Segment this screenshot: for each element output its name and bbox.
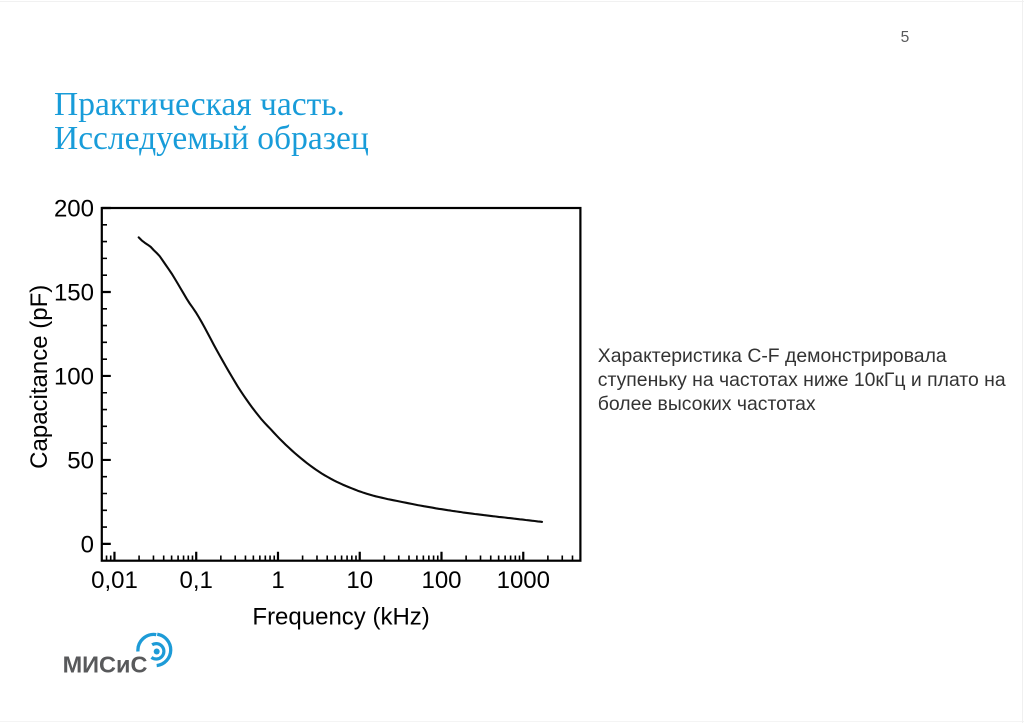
svg-text:0,1: 0,1 (180, 567, 213, 594)
svg-text:0: 0 (81, 532, 94, 559)
svg-text:100: 100 (421, 567, 461, 594)
svg-text:10: 10 (346, 567, 373, 594)
svg-text:Capacitance (pF): Capacitance (pF) (26, 285, 53, 469)
svg-text:0,01: 0,01 (91, 567, 138, 594)
svg-text:150: 150 (54, 280, 94, 307)
svg-text:1000: 1000 (497, 567, 550, 594)
svg-text:100: 100 (54, 364, 94, 391)
svg-text:50: 50 (67, 448, 94, 475)
svg-text:200: 200 (54, 196, 94, 223)
svg-text:МИСиС: МИСиС (63, 651, 148, 677)
svg-text:1: 1 (271, 567, 284, 594)
svg-text:Frequency (kHz): Frequency (kHz) (252, 604, 429, 631)
